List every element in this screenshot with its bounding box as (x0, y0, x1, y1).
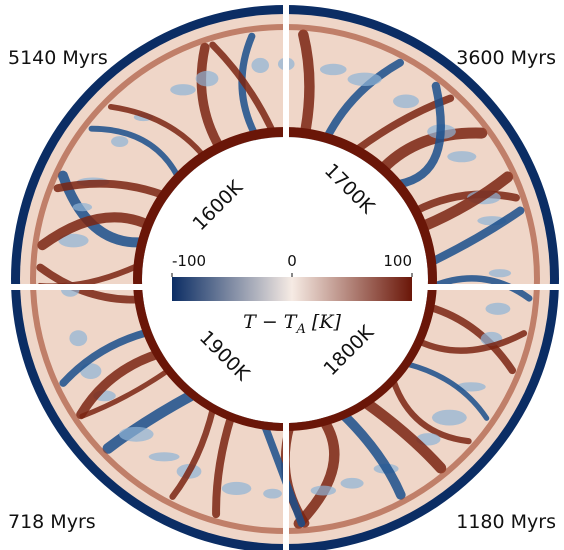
cold-blob (73, 203, 92, 211)
cold-blob (69, 330, 87, 346)
cold-blob (196, 71, 219, 86)
colorbar-tick-label: -100 (172, 252, 206, 270)
colorbar (172, 277, 412, 301)
panel-gap (283, 0, 289, 550)
panel-time: 718 Myrs (8, 511, 96, 533)
panel-time: 5140 Myrs (8, 47, 108, 69)
colorbar-tick-label: 100 (383, 252, 412, 270)
cold-blob (341, 478, 364, 489)
cold-blob (222, 482, 252, 495)
cold-blob (111, 136, 128, 147)
panel-temperature: 1900K (195, 326, 254, 385)
colorbar-label: T − TA [K] (243, 311, 341, 337)
panel-time: 1180 Myrs (456, 511, 556, 533)
colorbar-tick-label: 0 (287, 252, 297, 270)
panel-time: 3600 Myrs (456, 47, 556, 69)
panel-temperature: 1700K (320, 159, 379, 218)
cold-blob (170, 84, 196, 95)
cold-blob (485, 303, 510, 315)
cold-blob (489, 269, 511, 277)
cold-blob (432, 410, 467, 426)
cold-blob (393, 94, 419, 108)
panel-temperature: 1600K (188, 176, 247, 235)
cold-blob (263, 489, 282, 499)
cold-blob (119, 427, 154, 442)
cold-blob (311, 486, 336, 496)
plume (303, 35, 309, 133)
label-sub: A (295, 322, 305, 337)
cold-blob (447, 151, 476, 162)
label-unit: [K] (312, 311, 342, 333)
cold-blob (320, 64, 347, 75)
figure: 5140 Myrs 3600 Myrs 718 Myrs 1180 Myrs 1… (0, 0, 564, 550)
cold-blob (251, 58, 269, 73)
cold-blob (149, 452, 180, 461)
cold-blob (348, 73, 382, 86)
label-main: T − T (243, 311, 298, 333)
